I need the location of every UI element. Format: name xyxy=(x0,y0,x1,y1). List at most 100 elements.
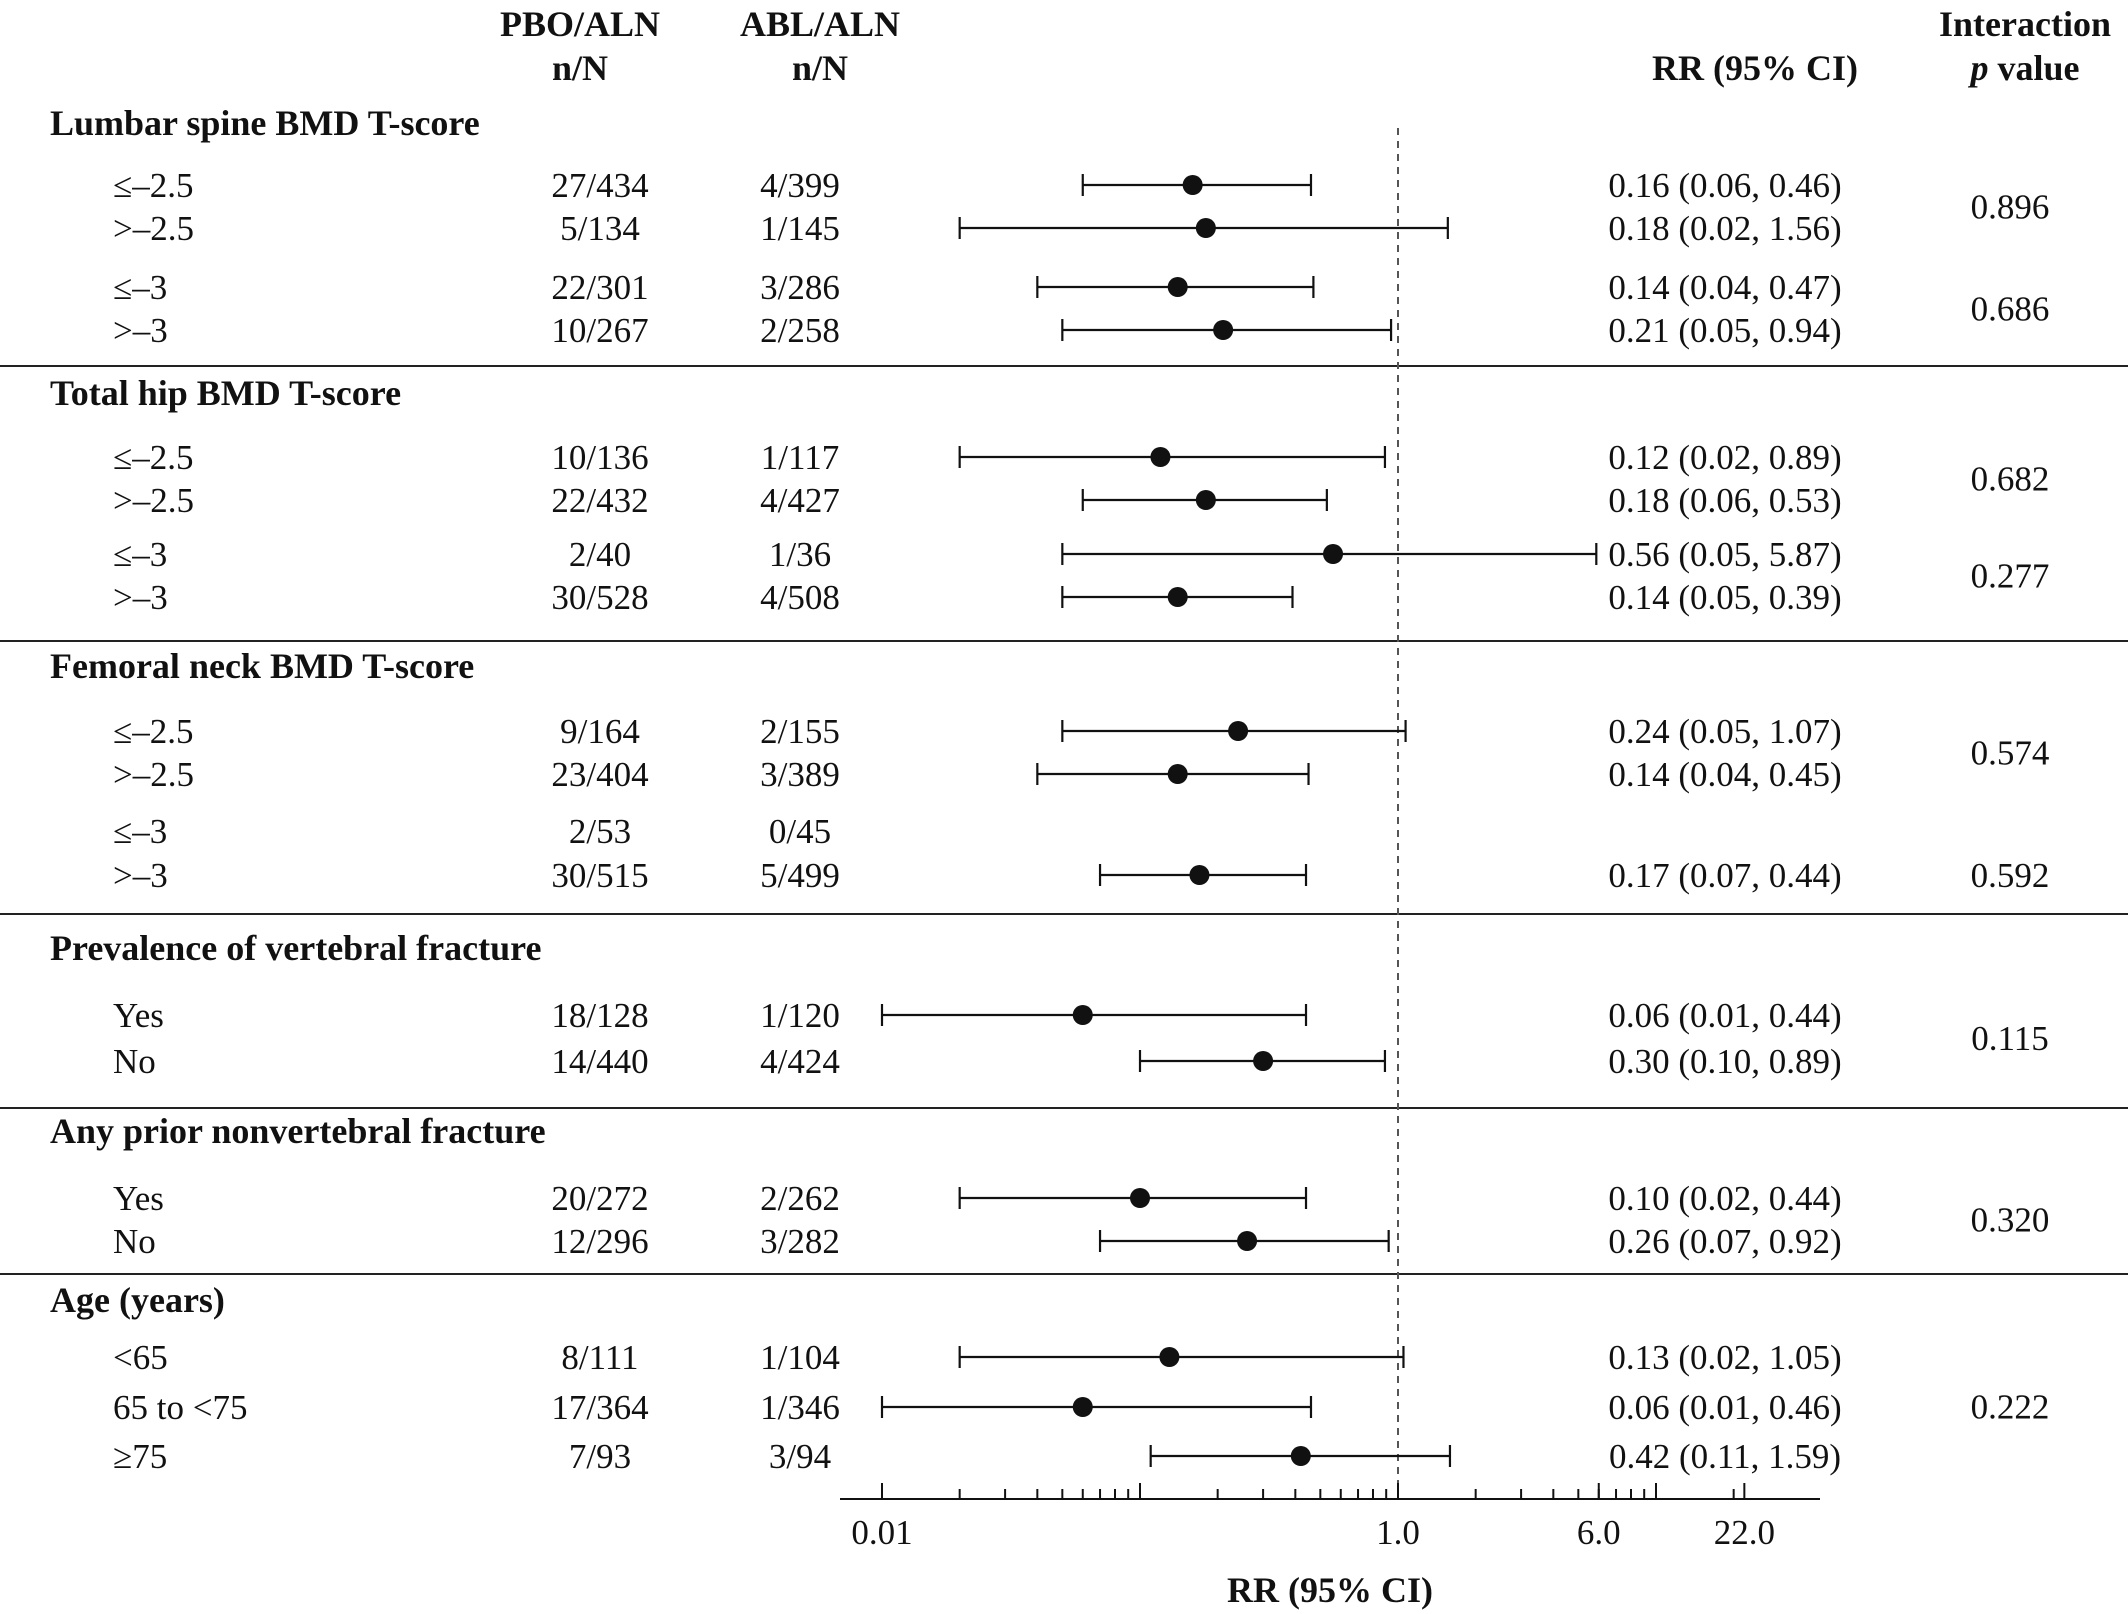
pbo-count: 17/364 xyxy=(551,1388,648,1427)
subgroup-label: >–2.5 xyxy=(113,209,194,248)
abl-count: 1/36 xyxy=(769,535,831,574)
rr-ci-text: 0.17 (0.07, 0.44) xyxy=(1608,856,1841,895)
rr-ci-text: 0.56 (0.05, 5.87) xyxy=(1608,535,1841,574)
pbo-count: 2/53 xyxy=(569,812,631,851)
abl-count: 3/286 xyxy=(760,268,840,307)
rr-ci-text: 0.12 (0.02, 0.89) xyxy=(1608,438,1841,477)
pbo-count: 2/40 xyxy=(569,535,631,574)
abl-count: 1/120 xyxy=(760,996,840,1035)
rr-ci-text: 0.14 (0.04, 0.47) xyxy=(1608,268,1841,307)
point-estimate xyxy=(1323,544,1344,564)
abl-header: ABL/ALN xyxy=(740,4,900,44)
point-estimate xyxy=(1253,1051,1274,1071)
pbo-subheader: n/N xyxy=(552,48,608,88)
abl-count: 2/155 xyxy=(760,712,840,751)
p-italic: p xyxy=(1967,48,1988,88)
rr-ci-text: 0.13 (0.02, 1.05) xyxy=(1608,1338,1841,1377)
point-estimate xyxy=(1213,320,1234,340)
rr-ci-text: 0.24 (0.05, 1.07) xyxy=(1608,712,1841,751)
rr-ci-text: 0.10 (0.02, 0.44) xyxy=(1608,1179,1841,1218)
x-tick-label: 1.0 xyxy=(1376,1513,1420,1552)
x-tick-label: 0.01 xyxy=(851,1513,912,1552)
pbo-count: 8/111 xyxy=(561,1338,638,1377)
subgroup-label: 65 to <75 xyxy=(113,1388,247,1427)
rr-ci-text: 0.14 (0.05, 0.39) xyxy=(1608,578,1841,617)
subgroup-label: No xyxy=(113,1042,156,1081)
rr-ci-text: 0.18 (0.06, 0.53) xyxy=(1608,481,1841,520)
abl-count: 3/282 xyxy=(760,1222,840,1261)
subgroup-label: ≤–2.5 xyxy=(113,438,193,477)
subgroup-label: ≤–3 xyxy=(113,268,167,307)
subgroup-label: ≤–3 xyxy=(113,812,167,851)
abl-count: 1/104 xyxy=(760,1338,840,1377)
abl-count: 1/346 xyxy=(760,1388,840,1427)
pbo-header: PBO/ALN xyxy=(500,4,660,44)
pbo-count: 27/434 xyxy=(551,166,648,205)
pbo-count: 10/267 xyxy=(551,311,648,350)
pbo-count: 30/528 xyxy=(551,578,648,617)
rr-ci-text: 0.14 (0.04, 0.45) xyxy=(1608,755,1841,794)
point-estimate xyxy=(1072,1005,1093,1025)
column-headers: PBO/ALN n/N ABL/ALN n/N RR (95% CI) Inte… xyxy=(500,4,2111,88)
pbo-count: 12/296 xyxy=(551,1222,648,1261)
abl-count: 1/117 xyxy=(761,438,839,477)
plot-area: Lumbar spine BMD T-score ≤–2.5 27/434 4/399… xyxy=(0,103,2128,1610)
pbo-count: 10/136 xyxy=(551,438,648,477)
subgroup-label: No xyxy=(113,1222,156,1261)
point-estimate xyxy=(1195,490,1216,510)
subgroup-label: <65 xyxy=(113,1338,168,1377)
x-tick-label: 22.0 xyxy=(1714,1513,1775,1552)
subgroup-label: >–2.5 xyxy=(113,755,194,794)
pbo-count: 22/301 xyxy=(551,268,648,307)
group-title: Lumbar spine BMD T-score xyxy=(50,103,480,143)
subgroup-label: >–3 xyxy=(113,578,168,617)
pbo-count: 20/272 xyxy=(551,1179,648,1218)
point-estimate xyxy=(1182,175,1203,195)
point-estimate xyxy=(1290,1446,1311,1466)
subgroup-label: ≤–2.5 xyxy=(113,166,193,205)
rr-ci-text: 0.42 (0.11, 1.59) xyxy=(1609,1437,1841,1476)
point-estimate xyxy=(1167,277,1188,297)
pbo-count: 22/432 xyxy=(551,481,648,520)
subgroup-label: Yes xyxy=(113,1179,164,1218)
rr-ci-text: 0.16 (0.06, 0.46) xyxy=(1608,166,1841,205)
point-estimate xyxy=(1189,865,1210,885)
abl-count: 5/499 xyxy=(760,856,840,895)
rr-ci-text: 0.30 (0.10, 0.89) xyxy=(1608,1042,1841,1081)
interaction-p-value: 0.277 xyxy=(1971,557,2050,596)
abl-count: 2/262 xyxy=(760,1179,840,1218)
subgroup-label: ≤–3 xyxy=(113,535,167,574)
abl-count: 3/389 xyxy=(760,755,840,794)
pbo-count: 9/164 xyxy=(560,712,640,751)
abl-count: 4/508 xyxy=(760,578,840,617)
point-estimate xyxy=(1167,764,1188,784)
pbo-count: 30/515 xyxy=(551,856,648,895)
group-title: Prevalence of vertebral fracture xyxy=(50,928,541,968)
subgroup-label: Yes xyxy=(113,996,164,1035)
subgroup-label: ≤–2.5 xyxy=(113,712,193,751)
interaction-p-value: 0.686 xyxy=(1971,290,2050,329)
group-title: Any prior nonvertebral fracture xyxy=(50,1111,546,1151)
interaction-p-value: 0.320 xyxy=(1971,1201,2050,1240)
interaction-p-value: 0.896 xyxy=(1971,188,2050,227)
x-axis-label: RR (95% CI) xyxy=(1227,1570,1433,1610)
rr-ci-text: 0.26 (0.07, 0.92) xyxy=(1608,1222,1841,1261)
abl-count: 1/145 xyxy=(760,209,840,248)
point-estimate xyxy=(1072,1397,1093,1417)
point-estimate xyxy=(1150,447,1171,467)
rr-ci-text: 0.06 (0.01, 0.44) xyxy=(1608,996,1841,1035)
pbo-count: 5/134 xyxy=(560,209,640,248)
abl-count: 3/94 xyxy=(769,1437,831,1476)
subgroup-label: >–3 xyxy=(113,856,168,895)
abl-count: 0/45 xyxy=(769,812,831,851)
interaction-p-value: 0.682 xyxy=(1971,460,2050,499)
interaction-p-value: 0.592 xyxy=(1971,856,2050,895)
point-estimate xyxy=(1237,1231,1258,1251)
subgroup-label: >–2.5 xyxy=(113,481,194,520)
group-title: Age (years) xyxy=(50,1280,225,1320)
pbo-count: 18/128 xyxy=(551,996,648,1035)
p-value-word: value xyxy=(1988,48,2079,88)
pbo-count: 14/440 xyxy=(551,1042,648,1081)
interaction-header: Interaction xyxy=(1939,4,2111,44)
